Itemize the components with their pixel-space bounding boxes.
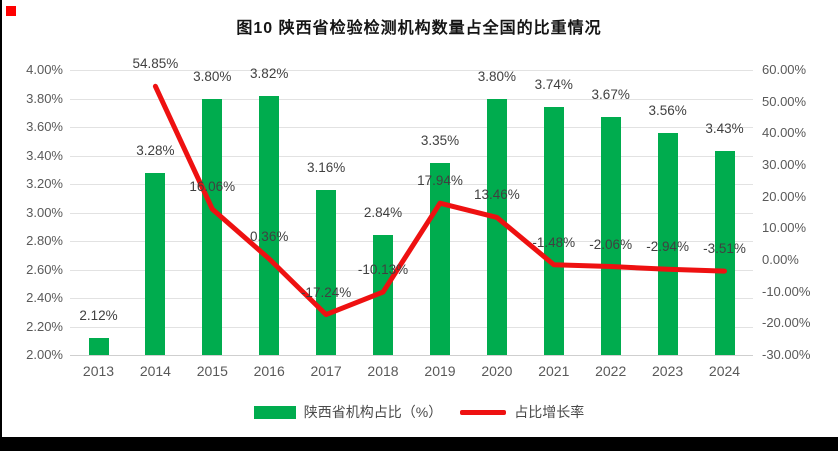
line-value-label: 17.94% [417,173,463,189]
y-axis-left-tick: 2.00% [26,347,63,362]
x-axis-label: 2022 [595,363,627,379]
line-value-label: -17.24% [300,284,352,300]
line-value-label: -1.48% [532,234,576,250]
gridline [70,298,753,299]
bar-value-label: 2.12% [79,307,118,323]
gridline [70,70,753,71]
y-axis-left-tick: 3.20% [26,176,63,191]
corner-marker [6,6,16,16]
x-axis-label: 2023 [652,363,684,379]
left-edge-line [0,0,2,451]
x-axis-label: 2013 [82,363,115,379]
bar-value-label: 3.16% [306,159,346,175]
bar-value-label: 3.35% [420,132,460,148]
y-axis-left-tick: 2.20% [26,318,63,334]
y-axis-left-tick: 2.60% [26,261,63,277]
line-value-label: -3.51% [703,241,746,257]
bar-2017 [316,189,337,355]
x-axis-label: 2014 [139,363,171,379]
line-value-label: 0.36% [250,228,289,244]
y-axis-right-tick: 20.00% [762,188,807,204]
line-value-label: 16.06% [189,179,236,195]
x-axis-label: 2019 [424,363,456,379]
gridline [70,326,753,328]
x-axis-label: 2015 [196,363,228,379]
bar-2019 [430,162,450,355]
x-axis-label: 2024 [708,363,741,379]
gridline [70,98,753,100]
bar-value-label: 3.82% [250,65,289,81]
y-axis-left-tick: 2.40% [26,290,63,305]
gridline [70,127,753,128]
bar-value-label: 3.56% [648,102,687,118]
y-axis-left-tick: 2.80% [26,233,63,248]
y-axis-right-tick: -30.00% [762,347,811,362]
bar-2016 [259,95,280,355]
bar-2013 [88,337,109,355]
bottom-band [0,437,838,451]
bar-2020 [486,98,507,355]
line-value-label: -10.13% [357,262,409,278]
line-value-label: -2.06% [589,236,633,252]
x-axis-label: 2018 [367,363,399,379]
line-value-label: 13.46% [473,187,520,203]
y-axis-right-tick: -20.00% [762,315,811,331]
chart-title: 图10 陕西省检验检测机构数量占全国的比重情况 [236,20,602,37]
bar-2015 [202,98,223,355]
legend-line-label: 占比增长率 [514,404,585,420]
y-axis-left-tick: 3.60% [26,119,63,134]
line-value-label: -2.94% [646,239,689,255]
x-axis-label: 2020 [481,363,513,379]
bar-2014 [145,172,166,355]
line-value-label: 54.85% [132,56,179,72]
bar-value-label: 3.28% [136,142,175,158]
gridline [70,355,753,356]
y-axis-left-tick: 3.80% [26,90,63,106]
x-axis-label: 2021 [538,363,570,379]
bar-value-label: 3.80% [477,68,517,84]
legend: 陕西省机构占比（%） 占比增长率 [0,402,838,422]
bar-value-label: 3.43% [705,121,744,137]
y-axis-right-tick: 60.00% [762,62,807,77]
y-axis-right-tick: 50.00% [762,93,807,109]
y-axis-right-tick: -10.00% [762,283,811,299]
y-axis-left-tick: 3.40% [26,147,63,163]
bar-value-label: 2.84% [363,205,403,221]
y-axis-right-tick: 40.00% [762,125,807,141]
x-axis-label: 2017 [310,363,342,379]
legend-line-swatch-icon [460,409,507,415]
y-axis-right-tick: 30.00% [762,157,807,172]
bar-2021 [543,107,564,355]
legend-bar-label: 陕西省机构占比（%） [303,404,443,420]
bar-value-label: 3.67% [591,87,630,102]
legend-bar-swatch-icon [253,405,296,419]
y-axis-right-tick: 0.00% [762,252,799,267]
bar-2018 [373,235,393,355]
bar-value-label: 3.80% [193,68,232,84]
y-axis-right-tick: 10.00% [762,220,807,236]
y-axis-left-tick: 4.00% [26,62,63,77]
y-axis-left-tick: 3.00% [26,204,63,220]
x-axis-label: 2016 [253,363,285,379]
